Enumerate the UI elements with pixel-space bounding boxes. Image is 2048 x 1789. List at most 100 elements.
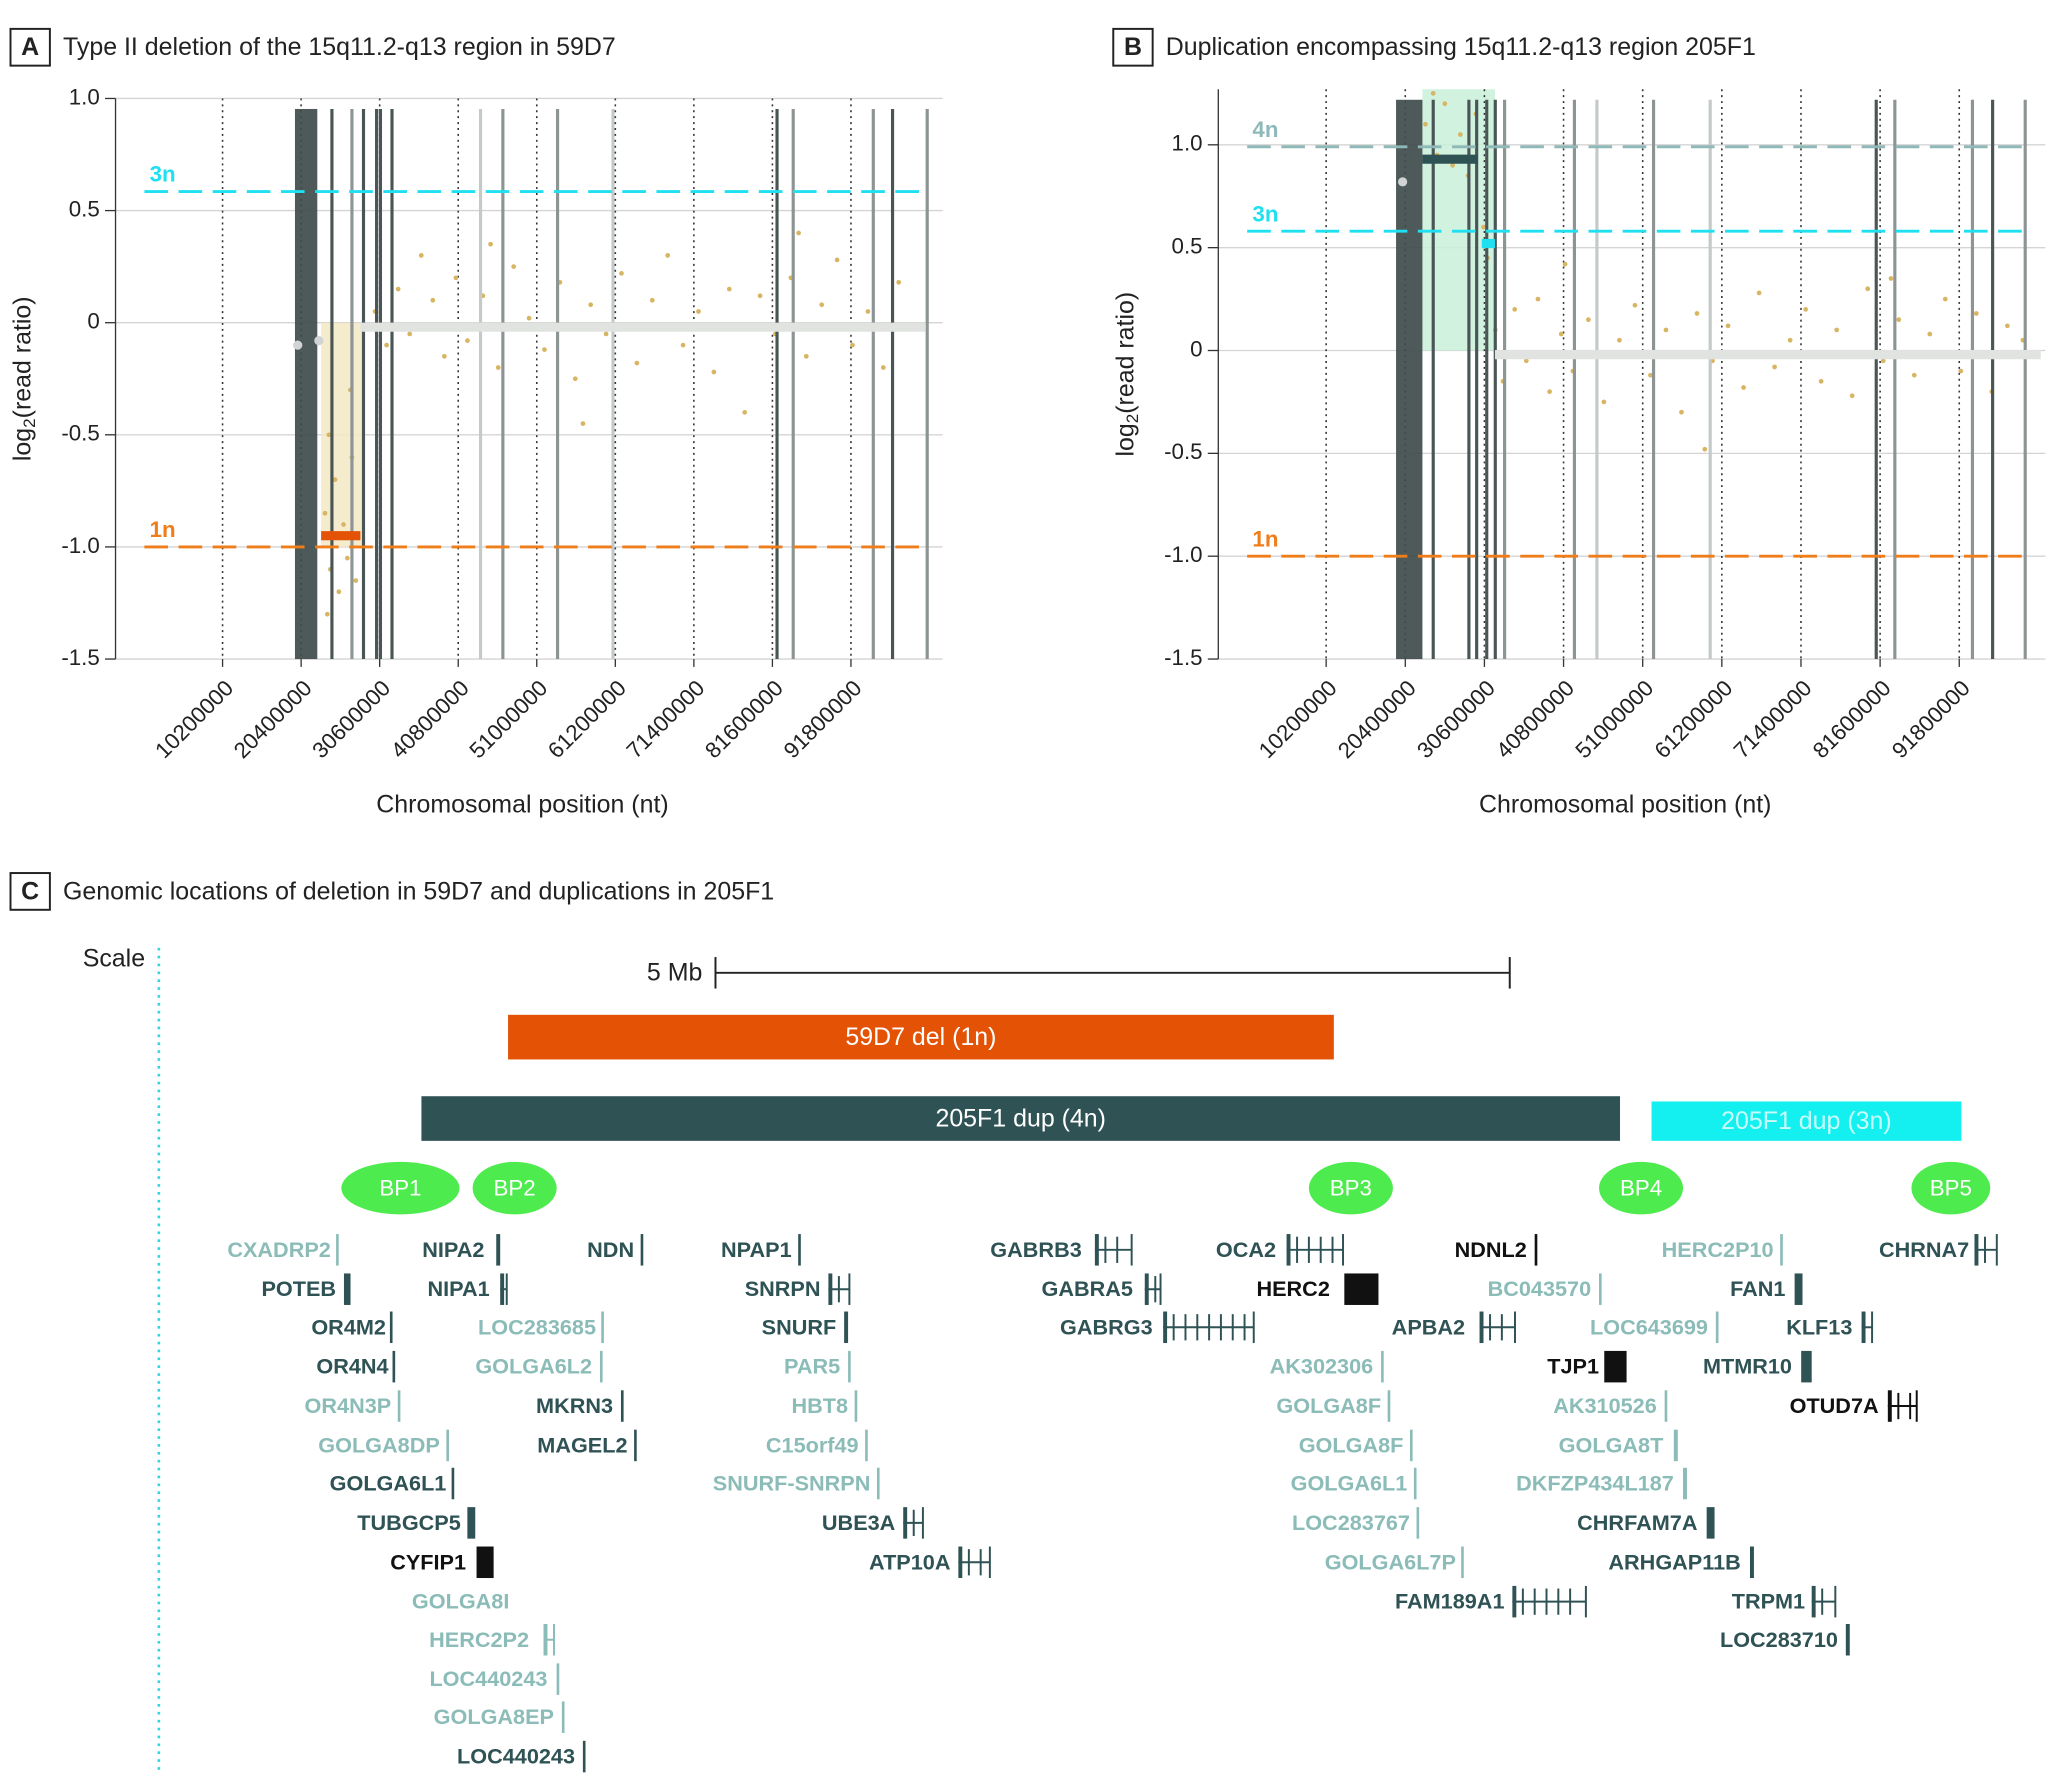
data-point — [465, 338, 470, 343]
data-point — [1450, 163, 1455, 168]
data-point — [1694, 311, 1700, 316]
reference-label: 1n — [150, 517, 176, 542]
y-tick-label: -1.5 — [61, 645, 99, 670]
gene-label: NDN — [587, 1237, 634, 1262]
data-point — [353, 578, 359, 583]
data-point — [742, 410, 748, 415]
x-tick-label: 20400000 — [1333, 675, 1421, 763]
x-axis-title: Chromosomal position (nt) — [376, 791, 668, 819]
panel-label-box — [1112, 27, 1154, 67]
y-axis-title-rest: (read ratio) — [1111, 292, 1139, 414]
data-point — [572, 376, 578, 382]
breakpoint-label: BP5 — [1930, 1175, 1972, 1200]
data-point — [1442, 101, 1448, 107]
gene-label: NIPA2 — [422, 1237, 484, 1262]
gene-glyph — [1974, 1234, 1979, 1266]
data-point — [880, 365, 886, 370]
data-point — [1558, 331, 1564, 337]
gene-label: MTMR10 — [1703, 1354, 1792, 1379]
data-point — [384, 342, 389, 348]
gene-label: GOLGA8F — [1299, 1432, 1404, 1457]
gene-glyph — [1794, 1273, 1803, 1305]
data-point — [1702, 446, 1708, 452]
data-point — [324, 611, 330, 617]
panel-label: B — [1124, 33, 1142, 61]
data-point — [395, 286, 401, 292]
y-tick-label: 0.5 — [69, 196, 100, 221]
marker-dot — [293, 340, 303, 350]
gene-glyph — [1673, 1429, 1678, 1462]
gene-label: SNURF — [762, 1314, 837, 1339]
data-point — [1973, 311, 1979, 316]
data-point — [649, 297, 655, 303]
gene-label: GABRG3 — [1060, 1314, 1153, 1339]
gene-label: AK302306 — [1270, 1354, 1374, 1379]
data-point — [603, 331, 609, 337]
data-point — [336, 589, 342, 595]
gene-label: PAR5 — [784, 1354, 840, 1379]
y-axis-title: log2(read ratio) — [1111, 292, 1141, 457]
breakpoint — [341, 1161, 460, 1215]
x-tick-label: 61200000 — [543, 675, 631, 763]
data-point — [1632, 302, 1638, 308]
data-point — [1535, 296, 1541, 302]
y-tick-label: 0 — [1190, 336, 1202, 361]
data-point — [696, 309, 701, 314]
gene-glyph — [496, 1234, 501, 1266]
reference-label: 1n — [1252, 526, 1278, 551]
panel-label: A — [21, 33, 39, 61]
gene-label: GOLGA8DP — [318, 1432, 440, 1457]
gene-glyph — [1706, 1507, 1715, 1539]
data-point — [711, 369, 717, 375]
data-point — [1562, 261, 1568, 267]
data-point — [896, 279, 902, 285]
gene-glyph — [1887, 1390, 1892, 1422]
gene-glyph — [500, 1273, 505, 1305]
y-axis-title-sub: 2 — [1122, 414, 1141, 423]
data-point — [488, 241, 493, 247]
x-tick-label: 30600000 — [307, 675, 395, 763]
data-point — [796, 230, 801, 236]
gene-glyph — [903, 1507, 908, 1539]
gene-glyph — [1344, 1273, 1379, 1305]
gene-label: APBA2 — [1392, 1314, 1465, 1339]
x-tick-label: 71400000 — [622, 675, 710, 763]
y-tick-label: -0.5 — [1164, 439, 1202, 464]
gene-label: LOC440243 — [429, 1666, 547, 1691]
data-point — [1725, 323, 1731, 329]
x-tick-label: 30600000 — [1412, 675, 1500, 763]
breakpoint-label: BP3 — [1330, 1175, 1372, 1200]
data-point — [1648, 372, 1653, 378]
gene-label: NPAP1 — [721, 1237, 792, 1262]
data-point — [326, 432, 332, 438]
data-point — [1834, 327, 1840, 333]
gene-label: TRPM1 — [1732, 1589, 1805, 1614]
gene-label: MKRN3 — [536, 1393, 613, 1418]
gene-glyph — [1512, 1585, 1517, 1618]
data-point — [1888, 276, 1894, 281]
data-point — [1818, 378, 1824, 384]
gene-label: CXADRP2 — [227, 1237, 330, 1262]
gene-label: GABRA5 — [1042, 1276, 1133, 1301]
gene-label: TUBGCP5 — [357, 1510, 460, 1535]
data-point — [865, 309, 871, 314]
breakpoint — [472, 1161, 557, 1215]
marker-dot — [1398, 177, 1408, 187]
breakpoint — [1911, 1161, 1991, 1215]
gene-label: HERC2P10 — [1662, 1237, 1774, 1262]
data-point — [1741, 385, 1746, 390]
gene-label: FAN1 — [1730, 1276, 1785, 1301]
region-bar-label: 205F1 dup (4n) — [935, 1104, 1106, 1132]
data-point — [441, 353, 447, 359]
gene-label: GOLGA6L1 — [1291, 1471, 1408, 1496]
region-bar-label: 59D7 del (1n) — [845, 1023, 996, 1051]
x-tick-label: 71400000 — [1729, 675, 1817, 763]
gene-label: GOLGA8I — [412, 1589, 509, 1614]
gene-label: GABRB3 — [990, 1237, 1081, 1262]
data-point — [850, 342, 855, 348]
breakpoint-label: BP4 — [1620, 1175, 1662, 1200]
data-point — [1679, 409, 1684, 415]
data-point — [1512, 307, 1518, 312]
gene-label: CYFIP1 — [390, 1549, 466, 1574]
data-point — [1586, 317, 1591, 323]
